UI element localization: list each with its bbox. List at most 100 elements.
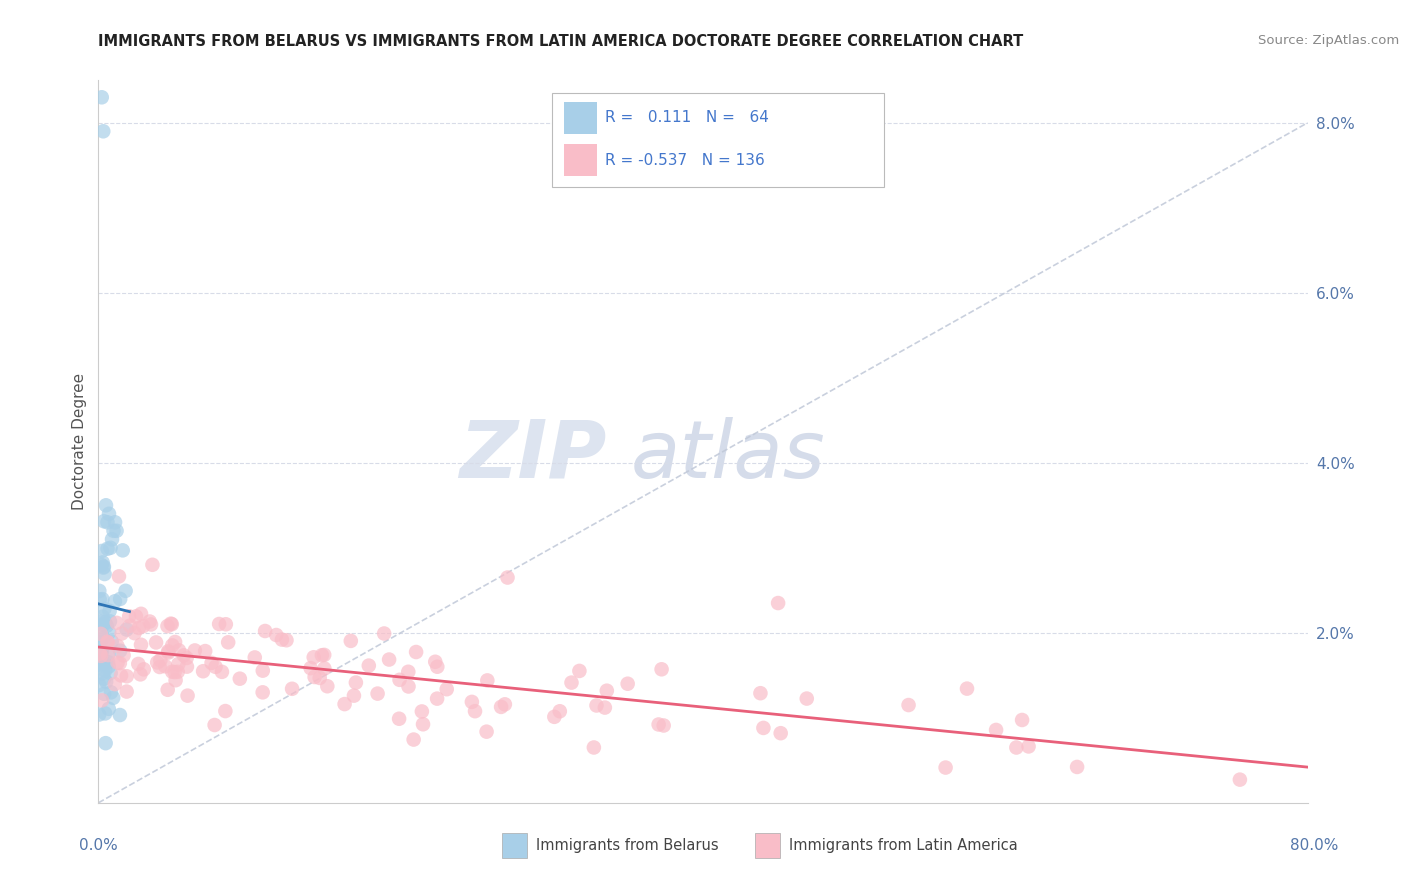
Y-axis label: Doctorate Degree: Doctorate Degree [72,373,87,510]
Point [93,687,115,701]
Point [897,698,920,712]
Point [167,657,190,672]
Point [89,647,111,661]
Point [647,717,669,731]
Point [104,516,127,530]
Point [129,667,152,681]
Point [208,617,231,632]
Point [97,648,120,662]
Point [101,533,124,547]
Point [769,726,792,740]
Point [560,675,582,690]
Point [127,657,149,671]
Point [89,583,111,598]
Text: Source: ZipAtlas.com: Source: ZipAtlas.com [1258,34,1399,47]
Point [90,648,112,663]
Point [548,704,571,718]
Point [139,617,162,632]
Point [93,672,115,686]
Point [97,659,120,673]
Point [357,658,380,673]
Point [464,704,486,718]
Point [91,609,114,624]
Point [214,704,236,718]
Text: R = -0.537   N = 136: R = -0.537 N = 136 [605,153,765,168]
Text: 80.0%: 80.0% [1291,838,1339,853]
Point [489,699,512,714]
Text: Immigrants from Belarus: Immigrants from Belarus [536,838,718,853]
Point [426,659,449,673]
Point [100,541,122,555]
Point [104,677,127,691]
Point [304,670,326,684]
Bar [551,93,884,186]
Point [98,507,121,521]
Point [984,723,1007,737]
Point [477,673,499,688]
Point [98,625,121,640]
Point [125,609,148,624]
Point [89,592,111,607]
Point [124,626,146,640]
Point [114,583,136,598]
Point [98,604,121,618]
Point [97,635,120,649]
Point [89,654,111,668]
Point [217,635,239,649]
Point [91,656,114,670]
Point [176,689,198,703]
Point [90,544,112,558]
Point [159,616,181,631]
Point [132,619,155,633]
Point [90,558,112,572]
Point [129,638,152,652]
Point [165,673,187,688]
Point [91,693,114,707]
Point [215,617,238,632]
Point [494,698,516,712]
Point [1066,760,1088,774]
Point [91,618,114,632]
Point [340,633,363,648]
Point [585,698,607,713]
Point [90,627,112,641]
Point [96,619,118,633]
Point [229,672,252,686]
Point [752,721,775,735]
Point [412,717,434,731]
Point [281,681,304,696]
Point [93,559,115,574]
Point [426,691,449,706]
Bar [564,102,598,134]
Point [103,524,125,538]
Point [935,760,957,774]
Point [593,700,616,714]
Point [568,664,591,678]
Point [475,724,498,739]
Point [93,560,115,574]
Point [176,651,198,665]
Point [91,657,114,671]
Point [115,669,138,683]
Point [596,683,619,698]
Point [343,689,366,703]
Point [93,514,115,528]
Point [141,558,163,572]
Point [373,626,395,640]
Point [132,662,155,676]
Text: R =   0.111   N =   64: R = 0.111 N = 64 [605,111,769,125]
Point [308,671,330,685]
Point [388,712,411,726]
Point [111,626,134,640]
Point [461,695,484,709]
Point [163,665,186,679]
Point [112,648,135,663]
Point [97,647,120,661]
Point [90,652,112,666]
Point [194,644,217,658]
Point [103,690,125,705]
Point [91,556,114,570]
Point [204,718,226,732]
Point [89,625,111,640]
Point [97,655,120,669]
